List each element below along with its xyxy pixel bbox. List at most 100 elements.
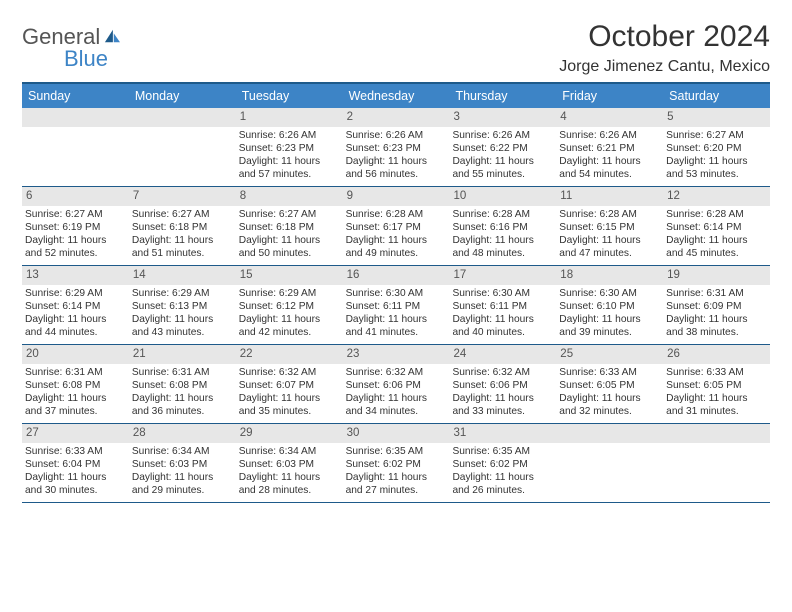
sunrise-text: Sunrise: 6:31 AM xyxy=(132,366,233,379)
day-cell: 14Sunrise: 6:29 AMSunset: 6:13 PMDayligh… xyxy=(129,266,236,344)
day-cell xyxy=(22,108,129,186)
day-number: 17 xyxy=(449,266,556,285)
sunset-text: Sunset: 6:02 PM xyxy=(452,458,553,471)
calendar: Sunday Monday Tuesday Wednesday Thursday… xyxy=(22,82,770,503)
day-number: 29 xyxy=(236,424,343,443)
daylight-text: Daylight: 11 hours and 28 minutes. xyxy=(239,471,340,497)
day-header: Tuesday xyxy=(236,84,343,108)
sunrise-text: Sunrise: 6:33 AM xyxy=(25,445,126,458)
daylight-text: Daylight: 11 hours and 27 minutes. xyxy=(346,471,447,497)
day-number xyxy=(556,424,663,443)
logo-text-general: General xyxy=(22,26,100,48)
day-cell: 13Sunrise: 6:29 AMSunset: 6:14 PMDayligh… xyxy=(22,266,129,344)
sunset-text: Sunset: 6:05 PM xyxy=(666,379,767,392)
day-number: 18 xyxy=(556,266,663,285)
sunrise-text: Sunrise: 6:32 AM xyxy=(452,366,553,379)
sunset-text: Sunset: 6:15 PM xyxy=(559,221,660,234)
day-details: Sunrise: 6:33 AMSunset: 6:05 PMDaylight:… xyxy=(663,364,770,422)
sunset-text: Sunset: 6:02 PM xyxy=(346,458,447,471)
day-number: 28 xyxy=(129,424,236,443)
week-row: 1Sunrise: 6:26 AMSunset: 6:23 PMDaylight… xyxy=(22,108,770,187)
daylight-text: Daylight: 11 hours and 29 minutes. xyxy=(132,471,233,497)
daylight-text: Daylight: 11 hours and 26 minutes. xyxy=(452,471,553,497)
week-row: 6Sunrise: 6:27 AMSunset: 6:19 PMDaylight… xyxy=(22,187,770,266)
sunrise-text: Sunrise: 6:33 AM xyxy=(666,366,767,379)
sunrise-text: Sunrise: 6:30 AM xyxy=(452,287,553,300)
day-cell: 6Sunrise: 6:27 AMSunset: 6:19 PMDaylight… xyxy=(22,187,129,265)
day-details: Sunrise: 6:26 AMSunset: 6:23 PMDaylight:… xyxy=(343,127,450,185)
day-cell: 2Sunrise: 6:26 AMSunset: 6:23 PMDaylight… xyxy=(343,108,450,186)
day-cell: 23Sunrise: 6:32 AMSunset: 6:06 PMDayligh… xyxy=(343,345,450,423)
day-details: Sunrise: 6:26 AMSunset: 6:22 PMDaylight:… xyxy=(449,127,556,185)
sunset-text: Sunset: 6:06 PM xyxy=(452,379,553,392)
week-row: 20Sunrise: 6:31 AMSunset: 6:08 PMDayligh… xyxy=(22,345,770,424)
day-cell: 21Sunrise: 6:31 AMSunset: 6:08 PMDayligh… xyxy=(129,345,236,423)
day-number: 25 xyxy=(556,345,663,364)
day-details: Sunrise: 6:32 AMSunset: 6:06 PMDaylight:… xyxy=(343,364,450,422)
week-row: 27Sunrise: 6:33 AMSunset: 6:04 PMDayligh… xyxy=(22,424,770,503)
day-cell: 3Sunrise: 6:26 AMSunset: 6:22 PMDaylight… xyxy=(449,108,556,186)
day-details: Sunrise: 6:28 AMSunset: 6:15 PMDaylight:… xyxy=(556,206,663,264)
header: GeneralBlue October 2024 Jorge Jimenez C… xyxy=(22,20,770,76)
day-cell: 16Sunrise: 6:30 AMSunset: 6:11 PMDayligh… xyxy=(343,266,450,344)
sunrise-text: Sunrise: 6:34 AM xyxy=(239,445,340,458)
daylight-text: Daylight: 11 hours and 36 minutes. xyxy=(132,392,233,418)
day-details: Sunrise: 6:27 AMSunset: 6:20 PMDaylight:… xyxy=(663,127,770,185)
day-number xyxy=(22,108,129,127)
day-details: Sunrise: 6:33 AMSunset: 6:04 PMDaylight:… xyxy=(22,443,129,501)
sunset-text: Sunset: 6:05 PM xyxy=(559,379,660,392)
daylight-text: Daylight: 11 hours and 34 minutes. xyxy=(346,392,447,418)
sunrise-text: Sunrise: 6:27 AM xyxy=(132,208,233,221)
day-number: 13 xyxy=(22,266,129,285)
day-details: Sunrise: 6:32 AMSunset: 6:06 PMDaylight:… xyxy=(449,364,556,422)
day-number: 31 xyxy=(449,424,556,443)
day-number: 24 xyxy=(449,345,556,364)
sunset-text: Sunset: 6:08 PM xyxy=(25,379,126,392)
daylight-text: Daylight: 11 hours and 48 minutes. xyxy=(452,234,553,260)
sunrise-text: Sunrise: 6:26 AM xyxy=(452,129,553,142)
sunset-text: Sunset: 6:11 PM xyxy=(346,300,447,313)
day-number: 22 xyxy=(236,345,343,364)
sunrise-text: Sunrise: 6:33 AM xyxy=(559,366,660,379)
daylight-text: Daylight: 11 hours and 37 minutes. xyxy=(25,392,126,418)
sunrise-text: Sunrise: 6:28 AM xyxy=(559,208,660,221)
day-details: Sunrise: 6:34 AMSunset: 6:03 PMDaylight:… xyxy=(129,443,236,501)
sunrise-text: Sunrise: 6:29 AM xyxy=(25,287,126,300)
sunset-text: Sunset: 6:18 PM xyxy=(239,221,340,234)
day-details: Sunrise: 6:35 AMSunset: 6:02 PMDaylight:… xyxy=(449,443,556,501)
day-number: 30 xyxy=(343,424,450,443)
daylight-text: Daylight: 11 hours and 43 minutes. xyxy=(132,313,233,339)
day-cell: 27Sunrise: 6:33 AMSunset: 6:04 PMDayligh… xyxy=(22,424,129,502)
sunrise-text: Sunrise: 6:31 AM xyxy=(25,366,126,379)
sunset-text: Sunset: 6:19 PM xyxy=(25,221,126,234)
sunset-text: Sunset: 6:03 PM xyxy=(239,458,340,471)
sunset-text: Sunset: 6:08 PM xyxy=(132,379,233,392)
sunset-text: Sunset: 6:16 PM xyxy=(452,221,553,234)
daylight-text: Daylight: 11 hours and 49 minutes. xyxy=(346,234,447,260)
sunrise-text: Sunrise: 6:31 AM xyxy=(666,287,767,300)
week-row: 13Sunrise: 6:29 AMSunset: 6:14 PMDayligh… xyxy=(22,266,770,345)
day-cell: 15Sunrise: 6:29 AMSunset: 6:12 PMDayligh… xyxy=(236,266,343,344)
daylight-text: Daylight: 11 hours and 52 minutes. xyxy=(25,234,126,260)
sunrise-text: Sunrise: 6:26 AM xyxy=(559,129,660,142)
day-header: Wednesday xyxy=(343,84,450,108)
day-number: 20 xyxy=(22,345,129,364)
day-cell: 10Sunrise: 6:28 AMSunset: 6:16 PMDayligh… xyxy=(449,187,556,265)
day-details: Sunrise: 6:28 AMSunset: 6:16 PMDaylight:… xyxy=(449,206,556,264)
day-cell: 20Sunrise: 6:31 AMSunset: 6:08 PMDayligh… xyxy=(22,345,129,423)
sunset-text: Sunset: 6:09 PM xyxy=(666,300,767,313)
day-details: Sunrise: 6:29 AMSunset: 6:14 PMDaylight:… xyxy=(22,285,129,343)
day-details: Sunrise: 6:26 AMSunset: 6:23 PMDaylight:… xyxy=(236,127,343,185)
daylight-text: Daylight: 11 hours and 56 minutes. xyxy=(346,155,447,181)
day-number: 6 xyxy=(22,187,129,206)
sunrise-text: Sunrise: 6:34 AM xyxy=(132,445,233,458)
day-details: Sunrise: 6:31 AMSunset: 6:08 PMDaylight:… xyxy=(22,364,129,422)
day-details: Sunrise: 6:28 AMSunset: 6:14 PMDaylight:… xyxy=(663,206,770,264)
day-number: 10 xyxy=(449,187,556,206)
day-cell: 17Sunrise: 6:30 AMSunset: 6:11 PMDayligh… xyxy=(449,266,556,344)
sunrise-text: Sunrise: 6:27 AM xyxy=(239,208,340,221)
logo-sail-icon xyxy=(102,26,122,48)
day-header: Friday xyxy=(556,84,663,108)
day-cell: 26Sunrise: 6:33 AMSunset: 6:05 PMDayligh… xyxy=(663,345,770,423)
calendar-page: GeneralBlue October 2024 Jorge Jimenez C… xyxy=(0,0,792,503)
